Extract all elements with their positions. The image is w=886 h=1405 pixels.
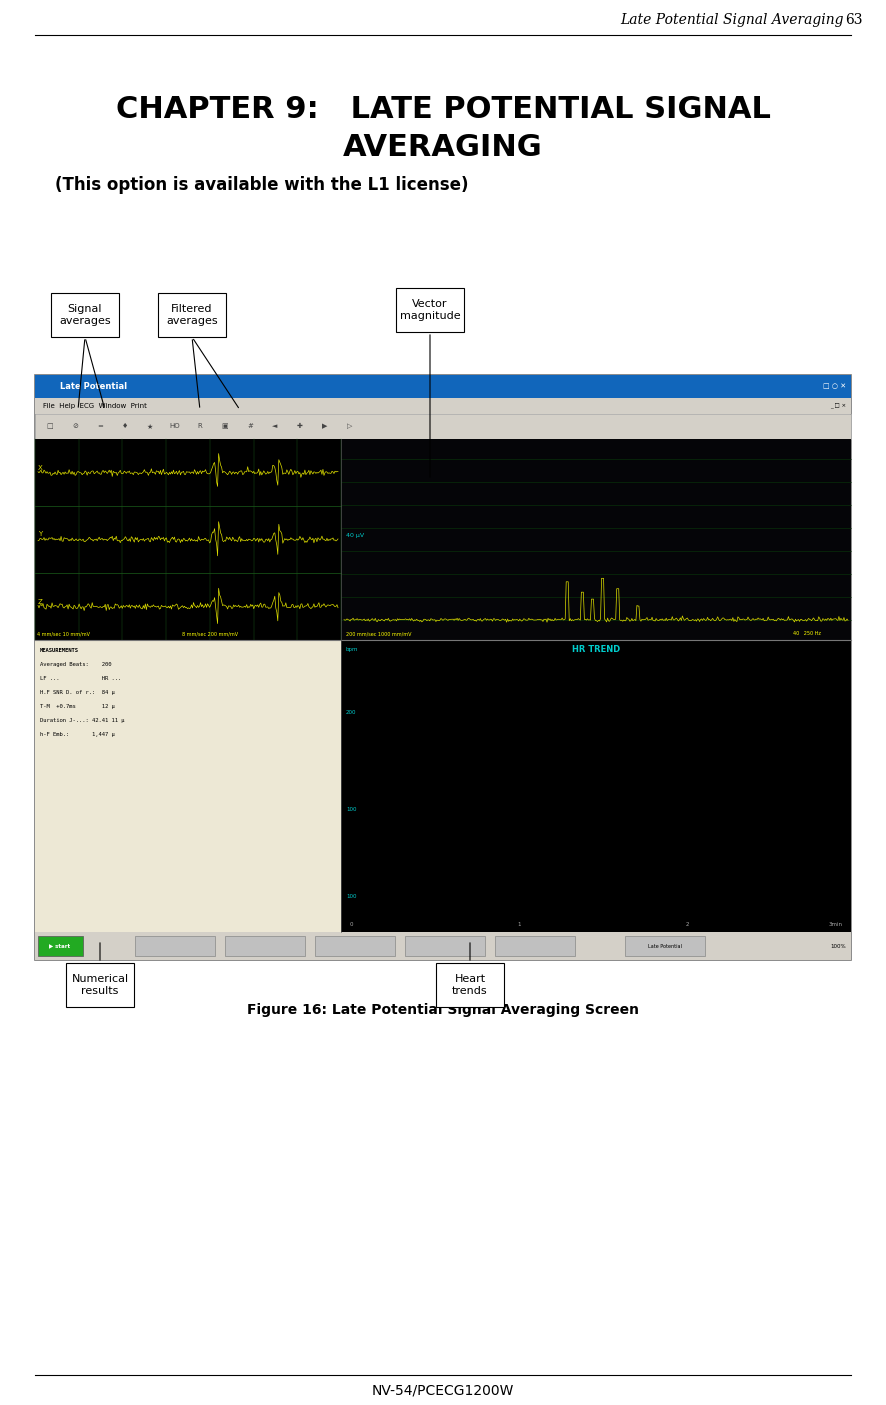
Text: ♦: ♦: [122, 423, 128, 430]
Text: NV-54/PCECG1200W: NV-54/PCECG1200W: [372, 1383, 514, 1397]
Text: □ ○ ✕: □ ○ ✕: [823, 384, 846, 389]
Text: T-M  +0.7ms        12 µ: T-M +0.7ms 12 µ: [40, 704, 115, 710]
Bar: [66, 962, 134, 1007]
Text: Averaged Beats:    200: Averaged Beats: 200: [40, 662, 112, 667]
Text: Duration J-...: 42.41 11 µ: Duration J-...: 42.41 11 µ: [40, 718, 125, 724]
Text: 1: 1: [517, 922, 521, 927]
Text: Vector
magnitude: Vector magnitude: [400, 299, 461, 322]
Text: Late Potential Signal Averaging: Late Potential Signal Averaging: [620, 13, 843, 27]
Text: ▶: ▶: [323, 423, 328, 430]
Text: 3min: 3min: [828, 922, 843, 927]
Text: =: =: [97, 423, 103, 430]
Bar: [625, 936, 705, 955]
Bar: [341, 438, 851, 641]
Text: H.F SNR D. of r.:  84 µ: H.F SNR D. of r.: 84 µ: [40, 690, 115, 695]
Text: 4 mm/sec 10 mm/mV: 4 mm/sec 10 mm/mV: [37, 631, 90, 636]
Text: _ □ ×: _ □ ×: [830, 403, 846, 409]
Text: Numerical
results: Numerical results: [72, 974, 128, 996]
Text: ▣: ▣: [222, 423, 229, 430]
Bar: [35, 438, 341, 641]
Bar: [35, 375, 851, 398]
Bar: [35, 375, 851, 960]
Text: 200 mm/sec 1000 mm/mV: 200 mm/sec 1000 mm/mV: [346, 631, 411, 636]
Text: Y: Y: [38, 531, 43, 538]
Bar: [35, 398, 851, 414]
Text: MEASUREMENTS: MEASUREMENTS: [40, 648, 79, 653]
Bar: [35, 414, 851, 438]
Text: ★: ★: [147, 423, 153, 430]
Bar: [405, 936, 485, 955]
Text: X: X: [38, 465, 43, 471]
Text: 100: 100: [346, 895, 356, 899]
Text: (This option is available with the L1 license): (This option is available with the L1 li…: [55, 176, 469, 194]
Text: ✚: ✚: [297, 423, 303, 430]
Text: ▶ start: ▶ start: [50, 944, 71, 948]
Text: AVERAGING: AVERAGING: [343, 133, 543, 163]
Bar: [315, 936, 395, 955]
Bar: [495, 936, 575, 955]
Text: Heart
trends: Heart trends: [452, 974, 488, 996]
Text: 200: 200: [346, 711, 356, 715]
Text: 8 mm/sec 200 mm/mV: 8 mm/sec 200 mm/mV: [182, 631, 238, 636]
Bar: [396, 288, 464, 332]
Bar: [51, 294, 119, 337]
Bar: [35, 932, 851, 960]
Text: ⊘: ⊘: [72, 423, 78, 430]
Text: 2: 2: [686, 922, 689, 927]
Text: Signal
averages: Signal averages: [59, 303, 111, 326]
Bar: [436, 962, 504, 1007]
Bar: [38, 936, 83, 955]
Text: 100: 100: [346, 806, 356, 812]
Text: 63: 63: [845, 13, 862, 27]
Text: bpm: bpm: [346, 648, 359, 652]
Text: R: R: [198, 423, 202, 430]
Text: #: #: [247, 423, 253, 430]
Text: 0: 0: [349, 922, 353, 927]
Text: Figure 16: Late Potential Signal Averaging Screen: Figure 16: Late Potential Signal Averagi…: [247, 1003, 639, 1017]
Text: Late Potential: Late Potential: [648, 944, 682, 948]
Text: File  Help  ECG  Window  Print: File Help ECG Window Print: [43, 403, 147, 409]
Text: HO: HO: [170, 423, 181, 430]
Text: LF ...             HR ...: LF ... HR ...: [40, 676, 121, 681]
Text: 40 µV: 40 µV: [346, 532, 364, 538]
Text: Z: Z: [38, 599, 43, 604]
Bar: [341, 641, 851, 932]
Bar: [158, 294, 226, 337]
Text: □: □: [47, 423, 53, 430]
Text: 100%: 100%: [830, 944, 846, 948]
Bar: [135, 936, 215, 955]
Text: ◄: ◄: [272, 423, 277, 430]
Text: 40   250 Hz: 40 250 Hz: [793, 631, 821, 636]
Bar: [35, 641, 341, 932]
Text: h-F Emb.:       1,447 µ: h-F Emb.: 1,447 µ: [40, 732, 115, 738]
Bar: [225, 936, 305, 955]
Text: Late Potential: Late Potential: [60, 382, 127, 391]
Text: CHAPTER 9:   LATE POTENTIAL SIGNAL: CHAPTER 9: LATE POTENTIAL SIGNAL: [115, 96, 771, 125]
Text: ▷: ▷: [347, 423, 353, 430]
Text: HR TREND: HR TREND: [571, 645, 620, 655]
Text: Filtered
averages: Filtered averages: [167, 303, 218, 326]
